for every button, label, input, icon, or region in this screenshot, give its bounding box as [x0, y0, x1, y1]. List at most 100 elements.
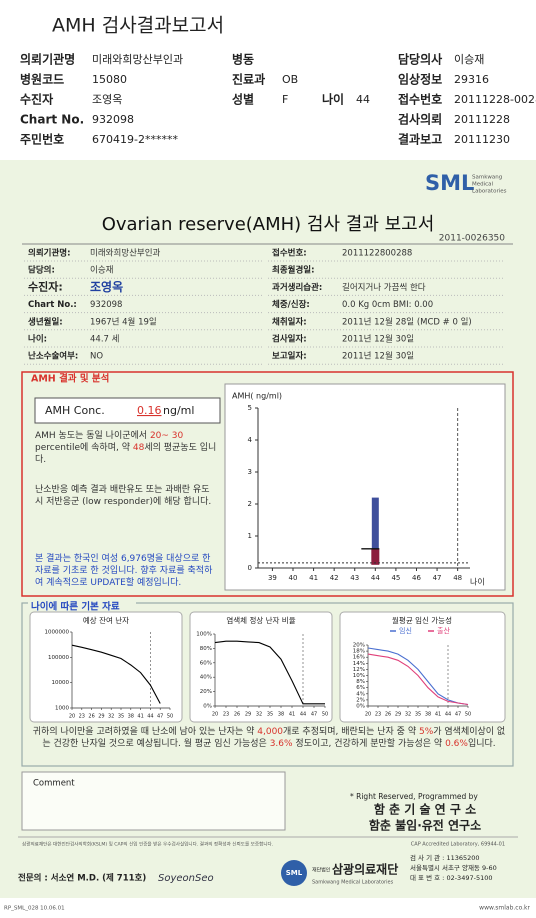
field-value: OB: [282, 73, 298, 86]
info-label: 체중/신장:: [272, 299, 310, 310]
info-value: 길어지거나 가끔씩 한다: [342, 282, 426, 293]
field-value: 20111228-00288: [454, 93, 536, 106]
summary: 귀하의 나이만을 고려하였을 때 난소에 남아 있는 난자는 약 4,000개로…: [30, 726, 508, 750]
comment-label: Comment: [33, 779, 75, 789]
y-tick-label: 0%: [203, 704, 212, 710]
info-label: 접수번호:: [272, 248, 307, 259]
text-segment: 20~ 30: [149, 431, 184, 441]
basic-box: [21, 602, 514, 767]
mini-chart-title: 월평균 임신 가능성: [392, 615, 452, 625]
paragraph: AMH 농도는 동일 나이군에서 20~ 30 percentile에 속하며,…: [35, 430, 217, 466]
x-tick-label: 41: [309, 574, 318, 582]
mini-frame: [29, 611, 183, 723]
x-tick-label: 23: [375, 712, 381, 718]
text-segment: 0.6%: [445, 739, 468, 749]
text-segment: 3.6%: [269, 739, 293, 749]
x-tick-label: 29: [395, 712, 401, 718]
field-value: 이승재: [454, 53, 484, 66]
paragraph-text: 본 결과는 한국인 여성 6,976명을 대상으로 한 자료를 기초로 한 것입…: [35, 553, 217, 589]
patient-bar: [371, 548, 380, 565]
lab-name: 함춘 불임·유전 연구소: [369, 818, 481, 833]
x-tick-label: 32: [405, 712, 411, 718]
header-bg: [0, 0, 536, 160]
mini-frame: [189, 611, 333, 723]
y-tick-label: 4%: [356, 691, 365, 697]
info-value: 2011122800288: [342, 249, 412, 259]
y-tick-label: 0: [248, 564, 252, 572]
text-segment: 가 염색체이상이 없는 건강한 난자일 것으로 예상됩니다. 월 평균 임신 가…: [42, 727, 506, 749]
field-value: 44: [356, 93, 370, 106]
field-label: 임상정보: [398, 72, 442, 87]
mini-chart-title: 염색체 정상 난자 비율: [226, 615, 295, 625]
field-value: 932098: [92, 113, 134, 126]
x-tick-label: 47: [433, 574, 442, 582]
field-label: 접수번호: [398, 92, 442, 107]
x-tick-label: 47: [157, 714, 163, 720]
x-tick-label: 38: [128, 714, 134, 720]
text-segment: 48: [132, 443, 145, 453]
x-tick-label: 20: [365, 712, 371, 718]
field-label: 의뢰기관명: [20, 52, 75, 67]
text-segment: 정도이고, 건강하게 분만할 가능성은 약: [292, 739, 446, 749]
x-tick-label: 20: [69, 714, 75, 720]
basic-title-bg: [28, 600, 136, 613]
section-title: AMH 결과 및 분석: [31, 373, 109, 385]
y-tick-label: 8%: [356, 679, 365, 685]
y-tick-label: 5: [248, 404, 252, 412]
x-tick-label: 41: [289, 712, 295, 718]
x-tick-label: 32: [256, 712, 262, 718]
info-label: 생년월일:: [28, 316, 63, 327]
x-tick-label: 29: [245, 712, 251, 718]
field-label: 나이: [322, 92, 344, 107]
info-value: 2011년 12월 30일: [342, 351, 414, 362]
field-value: 670419-2******: [92, 133, 178, 146]
info-label: 채취일자:: [272, 316, 307, 327]
x-tick-label: 44: [147, 714, 153, 720]
x-tick-label: 38: [278, 712, 284, 718]
field-label: 성별: [232, 92, 254, 107]
x-tick-label: 47: [311, 712, 317, 718]
x-tick-label: 41: [137, 714, 143, 720]
x-tick-label: 32: [108, 714, 114, 720]
foundation-name: 삼광의료재단: [332, 862, 398, 877]
y-tick-label: 2: [248, 500, 252, 508]
foundation-logo-text: SML: [286, 869, 303, 877]
x-tick-label: 50: [167, 714, 173, 720]
field-label: 검사의뢰: [398, 112, 442, 127]
x-tick-label: 38: [425, 712, 431, 718]
summary-text: 귀하의 나이만을 고려하였을 때 난소에 남아 있는 난자는 약 4,000개로…: [30, 726, 508, 750]
info-value: 1967년 4월 19일: [90, 316, 157, 327]
info-label: 나이:: [28, 334, 47, 345]
x-tick-label: 50: [322, 712, 328, 718]
y-tick-label: 4: [248, 436, 253, 444]
y-tick-label: 20%: [353, 643, 365, 649]
foundation-english: Samkwang Medical Laboratories: [312, 880, 394, 886]
field-label: 담당의사: [398, 52, 442, 67]
info-label: 최종월경일:: [272, 265, 315, 276]
form-code: RP_SML_028 10.06.01: [4, 906, 65, 912]
comment-box: [21, 771, 286, 831]
report-no: 2011-0026350: [439, 234, 506, 244]
info-label: Chart No.:: [28, 300, 77, 310]
y-tick-label: 80%: [200, 646, 212, 652]
paragraph-text: AMH 농도는 동일 나이군에서 20~ 30 percentile에 속하며,…: [35, 430, 217, 466]
series-line: [367, 647, 469, 706]
x-tick-label: 44: [445, 712, 451, 718]
info-value: NO: [90, 352, 103, 362]
field-label: 주민번호: [20, 132, 64, 147]
y-tick-label: 40%: [200, 675, 212, 681]
x-tick-label: 44: [371, 574, 380, 582]
y-axis-title: AMH( ng/ml): [232, 392, 282, 401]
lab-name: 함 춘 기 술 연 구 소: [374, 802, 476, 817]
paragraph: 본 결과는 한국인 여성 6,976명을 대상으로 한 자료를 기초로 한 것입…: [35, 553, 217, 589]
field-value: 20111228: [454, 113, 510, 126]
y-tick-label: 18%: [353, 649, 365, 655]
info-value: 44.7 세: [90, 335, 119, 345]
y-tick-label: 60%: [200, 660, 212, 666]
info-label: 담당의:: [28, 265, 55, 276]
percentile-range-bar: [371, 497, 379, 549]
info-label: 검사일자:: [272, 334, 307, 345]
foundation-prefix: 재단법인: [312, 867, 331, 874]
field-value: F: [282, 93, 288, 106]
x-tick-label: 50: [465, 712, 471, 718]
